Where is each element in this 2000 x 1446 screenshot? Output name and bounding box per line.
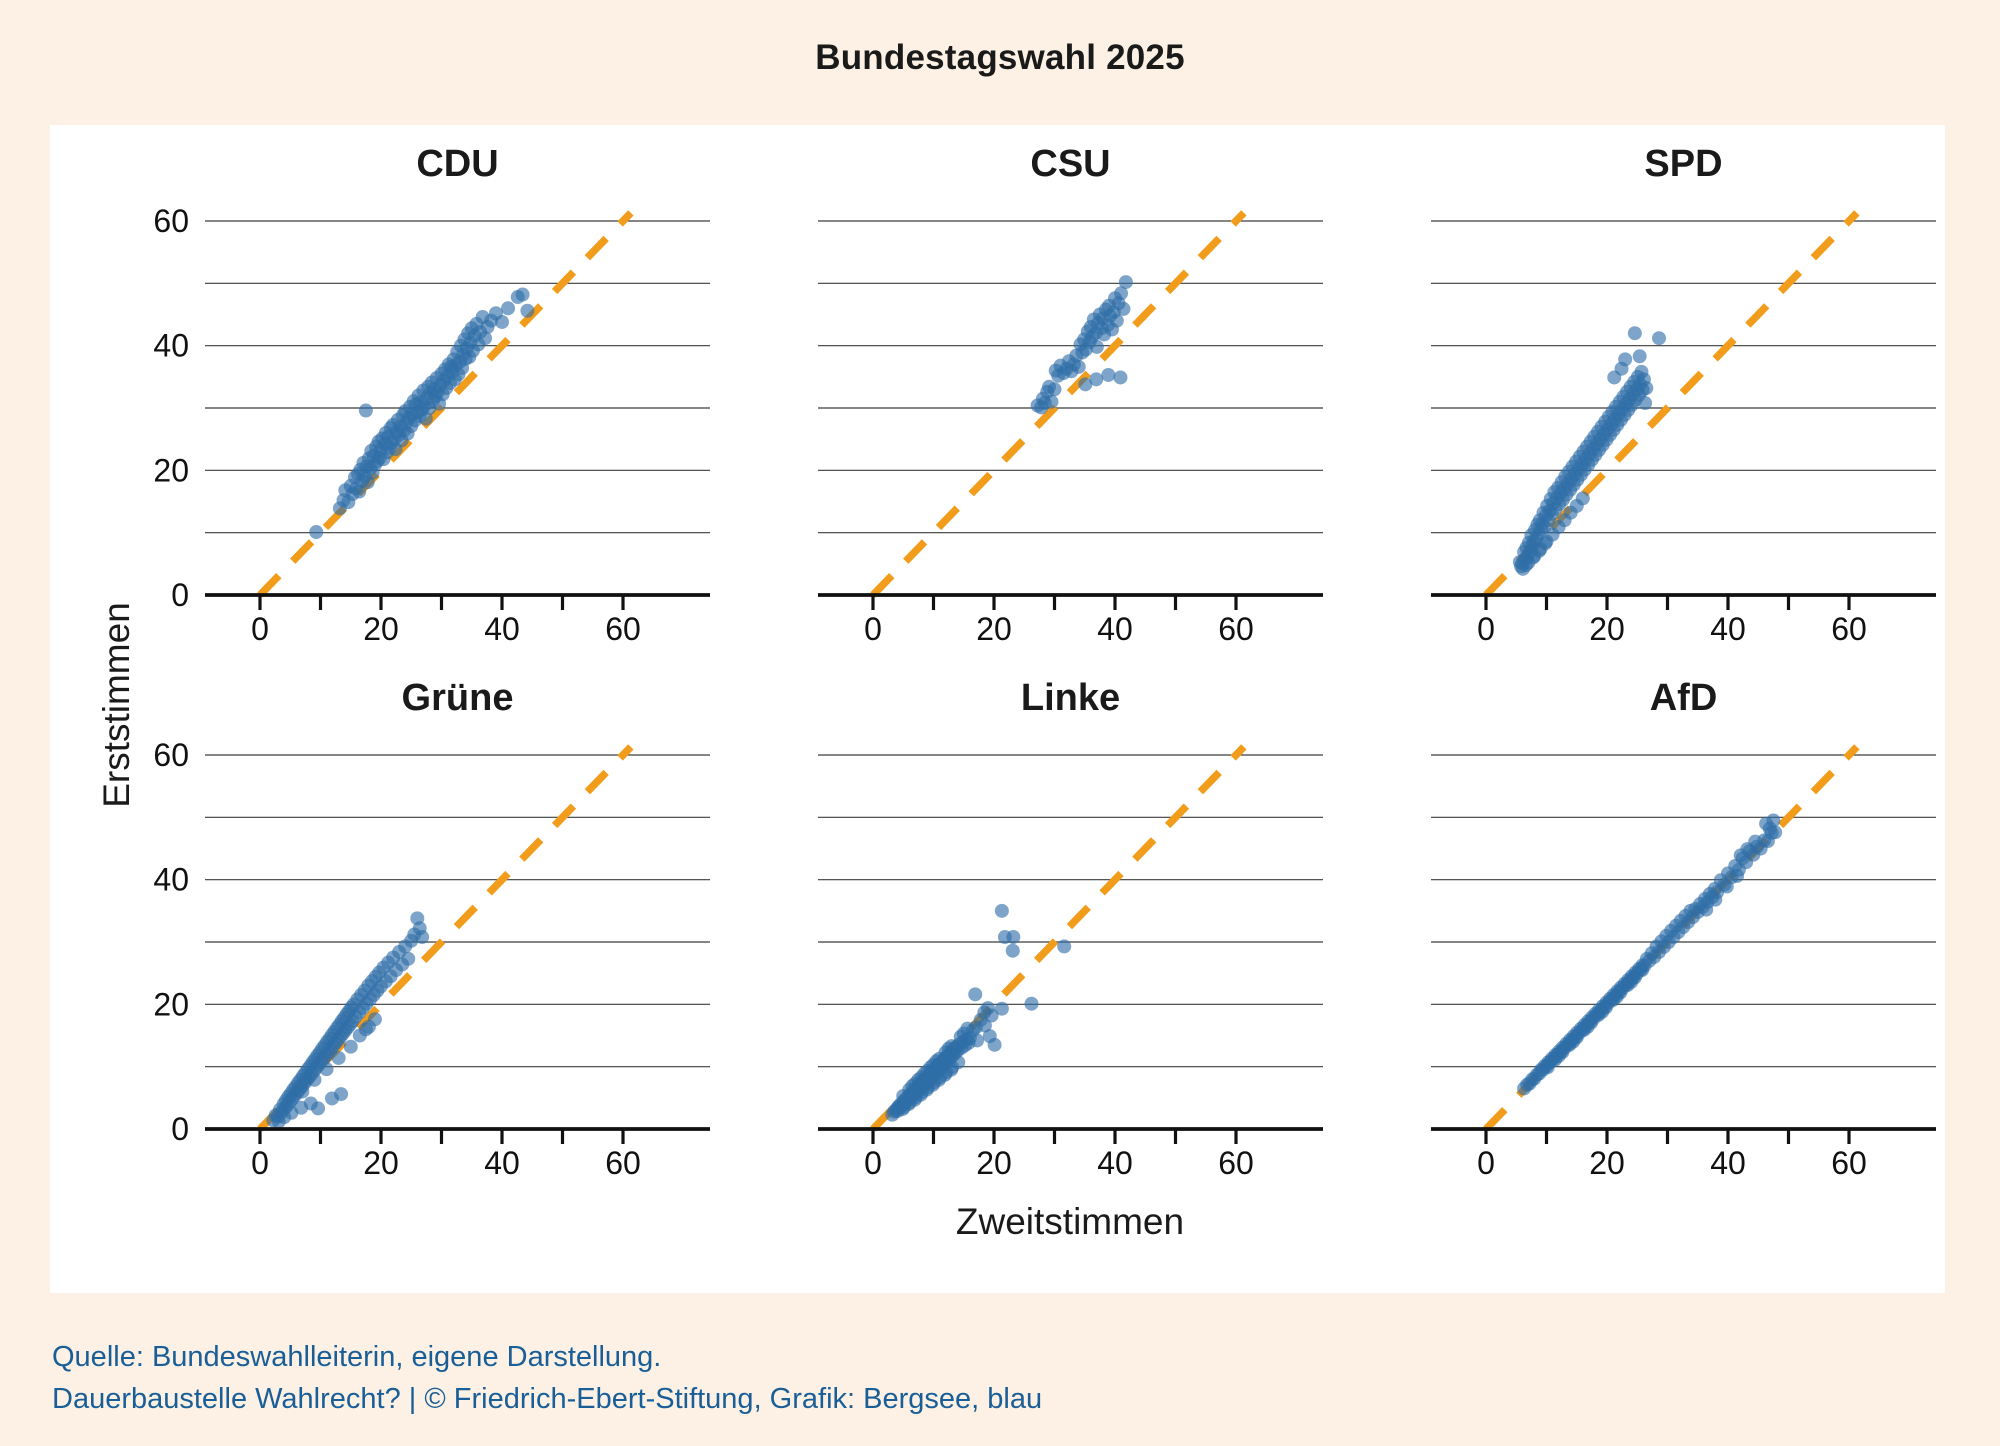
- x-tick-label: 20: [1589, 611, 1625, 647]
- plot-cdu: 0 20 40 60 0 20 40 60: [153, 191, 710, 647]
- plot-gruene: 0 20 40 60 0 20 40 60: [153, 725, 710, 1181]
- x-axis: 0 20 40 60: [205, 1127, 710, 1181]
- scatter-plot-grüne: 0 20 40 60 0 20 40 60: [153, 737, 710, 1181]
- x-axis: 0 20 40 60: [205, 593, 710, 647]
- panel-title-spd: SPD: [1644, 143, 1723, 185]
- x-tick-label: 40: [1710, 611, 1746, 647]
- x-tick-label: 20: [976, 611, 1012, 647]
- x-tick-label: 20: [1589, 1145, 1625, 1181]
- identity-line: [1483, 210, 1860, 598]
- x-tick-label: 0: [1477, 1145, 1495, 1181]
- figure-card: Erststimmen CDU 0 20 40 60 0 20 40 60 CSU 0 20 40…: [50, 125, 1945, 1293]
- panel-linke: Linke 0 20 40 60: [818, 673, 1323, 1181]
- identity-line: [257, 744, 634, 1132]
- scatter-plot-csu: 0 20 40 60: [818, 210, 1323, 647]
- x-tick-label: 40: [484, 1145, 520, 1181]
- x-tick-label: 0: [251, 1145, 269, 1181]
- scatter-plot-linke: 0 20 40 60: [818, 744, 1323, 1181]
- y-tick-label: 60: [153, 737, 189, 773]
- x-tick-label: 20: [976, 1145, 1012, 1181]
- y-tick-label: 60: [153, 203, 189, 239]
- x-axis: 0 20 40 60: [818, 593, 1323, 647]
- identity-line: [870, 210, 1247, 598]
- page-title: Bundestagswahl 2025: [815, 38, 1185, 77]
- x-tick-label: 0: [864, 611, 882, 647]
- y-axis-ticks: 0 20 40 60: [153, 737, 189, 1147]
- y-axis-label: Erststimmen: [96, 602, 137, 808]
- scatter-plot-cdu: 0 20 40 60 0 20 40 60: [153, 203, 710, 647]
- panel-title-gruene: Grüne: [401, 677, 514, 719]
- x-tick-label: 0: [251, 611, 269, 647]
- source-line-1: Quelle: Bundeswahlleiterin, eigene Darst…: [52, 1341, 662, 1373]
- scatter-plot-afd: 0 20 40 60: [1431, 744, 1936, 1181]
- x-axis: 0 20 40 60: [1431, 593, 1936, 647]
- plot-csu: 0 20 40 60: [818, 191, 1323, 647]
- gridlines: [818, 220, 1323, 534]
- data-points: [1517, 813, 1783, 1096]
- y-tick-label: 20: [153, 986, 189, 1022]
- data-points: [1030, 275, 1133, 415]
- x-tick-label: 0: [1477, 611, 1495, 647]
- panel-cdu: CDU 0 20 40 60 0 20 40 60: [153, 139, 710, 647]
- identity-line: [257, 210, 634, 598]
- x-tick-label: 60: [1831, 1145, 1867, 1181]
- y-tick-label: 20: [153, 452, 189, 488]
- y-tick-label: 0: [171, 577, 189, 613]
- gridlines: [205, 220, 710, 534]
- x-tick-label: 20: [363, 1145, 399, 1181]
- panel-title-linke: Linke: [1020, 677, 1121, 719]
- panel-title-cdu: CDU: [416, 143, 499, 185]
- gridlines: [1431, 754, 1936, 1068]
- data-points: [1512, 326, 1667, 576]
- x-tick-label: 60: [1218, 611, 1254, 647]
- gridlines: [818, 754, 1323, 1068]
- x-axis: 0 20 40 60: [1431, 1127, 1936, 1181]
- identity-line: [870, 744, 1247, 1132]
- panels-grid: CDU 0 20 40 60 0 20 40 60 CSU 0 20 40 60 SPD 0 20 40…: [153, 139, 1936, 1181]
- x-tick-label: 40: [484, 611, 520, 647]
- identity-line: [1483, 744, 1860, 1132]
- plot-spd: 0 20 40 60: [1431, 191, 1936, 647]
- x-tick-label: 60: [1218, 1145, 1254, 1181]
- scatter-plot-spd: 0 20 40 60: [1431, 210, 1936, 647]
- source-note: Quelle: Bundeswahlleiterin, eigene Darst…: [52, 1336, 1042, 1420]
- plot-linke: 0 20 40 60: [818, 725, 1323, 1181]
- gridlines: [205, 754, 710, 1068]
- x-tick-label: 60: [605, 1145, 641, 1181]
- x-tick-label: 40: [1097, 1145, 1133, 1181]
- panel-gruene: Grüne 0 20 40 60 0 20 40 60: [153, 673, 710, 1181]
- gridlines: [1431, 220, 1936, 534]
- y-tick-label: 40: [153, 328, 189, 364]
- x-axis: 0 20 40 60: [818, 1127, 1323, 1181]
- panel-csu: CSU 0 20 40 60: [818, 139, 1323, 647]
- x-tick-label: 40: [1710, 1145, 1746, 1181]
- panel-title-afd: AfD: [1649, 677, 1718, 719]
- panel-afd: AfD 0 20 40 60: [1431, 673, 1936, 1181]
- panel-spd: SPD 0 20 40 60: [1431, 139, 1936, 647]
- source-line-2: Dauerbaustelle Wahlrecht? | © Friedrich-…: [52, 1383, 1043, 1415]
- data-points: [885, 903, 1072, 1122]
- data-points: [266, 911, 430, 1129]
- x-tick-label: 60: [605, 611, 641, 647]
- panel-title-csu: CSU: [1030, 143, 1111, 185]
- data-points: [309, 287, 535, 540]
- x-tick-label: 40: [1097, 611, 1133, 647]
- x-axis-label: Zweitstimmen: [955, 1201, 1185, 1242]
- y-tick-label: 40: [153, 862, 189, 898]
- plot-afd: 0 20 40 60: [1431, 725, 1936, 1181]
- x-tick-label: 20: [363, 611, 399, 647]
- x-tick-label: 60: [1831, 611, 1867, 647]
- y-tick-label: 0: [171, 1111, 189, 1147]
- x-tick-label: 0: [864, 1145, 882, 1181]
- y-axis-ticks: 0 20 40 60: [153, 203, 189, 613]
